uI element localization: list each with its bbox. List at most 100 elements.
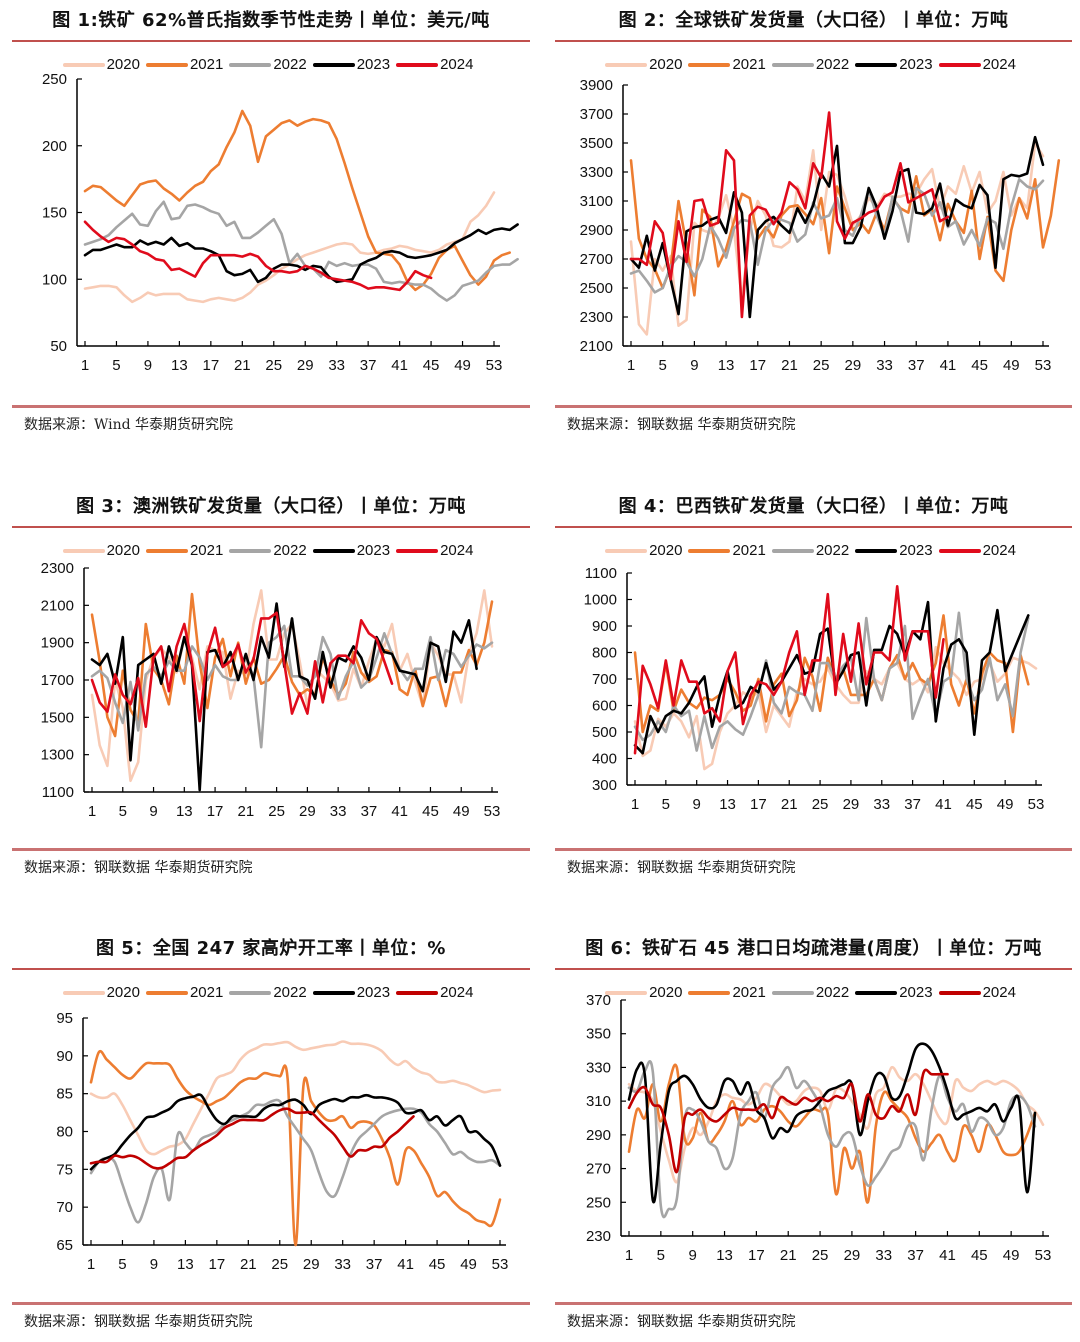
- x-tick-label: 21: [238, 803, 255, 820]
- legend-item-2021: 2021: [145, 56, 223, 73]
- y-tick-label: 350: [586, 1026, 611, 1043]
- chart-plot: 300 400 500 600 700 800 900 1000 1100 1 5 9 13 17 21 25…: [584, 565, 1045, 813]
- legend-item-2023: 2023: [312, 542, 390, 559]
- y-tick-label: 2100: [580, 338, 613, 355]
- y-tick-label: 95: [56, 1010, 73, 1027]
- legend-item-2023: 2023: [855, 56, 933, 73]
- source-note: 数据来源：钢联数据 华泰期货研究院: [24, 860, 253, 876]
- x-tick-label: 9: [150, 1256, 158, 1273]
- legend-item-2023: 2023: [312, 984, 391, 1001]
- source-divider: [12, 405, 530, 408]
- chart-panel-5: 图 5：全国 247 家高炉开工率丨单位：% 2020 2021 2022 20…: [12, 932, 530, 1342]
- x-tick-label: 49: [997, 796, 1014, 813]
- x-tick-label: 17: [209, 1256, 226, 1273]
- legend-label: 2020: [106, 984, 140, 1001]
- legend-label: 2021: [732, 56, 766, 73]
- source-divider: [555, 405, 1072, 408]
- legend-swatch: [312, 548, 355, 553]
- chart-title: 图 3：澳洲铁矿发货量（大口径）丨单位：万吨: [76, 496, 466, 517]
- x-tick-label: 41: [935, 796, 952, 813]
- title-divider: [555, 968, 1072, 970]
- x-tick-label: 41: [939, 1247, 956, 1264]
- legend-label: 2022: [273, 984, 307, 1001]
- y-tick-label: 80: [56, 1124, 73, 1141]
- legend-label: 2023: [899, 542, 933, 559]
- legend-label: 2020: [649, 542, 683, 559]
- legend-label: 2023: [356, 56, 391, 73]
- x-tick-label: 1: [81, 357, 89, 374]
- x-tick-label: 1: [625, 1247, 633, 1264]
- legend-label: 2023: [356, 984, 391, 1001]
- legend-swatch: [62, 62, 105, 67]
- x-tick-label: 29: [303, 1256, 320, 1273]
- series-line-2023: [89, 1093, 502, 1171]
- x-tick-label: 49: [453, 803, 470, 820]
- chart-legend: 2020 2021 2022 2023 2024: [12, 56, 530, 73]
- y-tick-label: 200: [42, 138, 67, 155]
- legend-swatch: [145, 62, 188, 67]
- legend-swatch: [771, 990, 814, 995]
- y-tick-label: 100: [42, 271, 67, 288]
- x-tick-label: 49: [1003, 1247, 1020, 1264]
- y-tick-label: 150: [42, 205, 67, 222]
- series-line-2024: [629, 111, 950, 319]
- y-tick-label: 290: [586, 1127, 611, 1144]
- x-tick-label: 25: [265, 357, 282, 374]
- series-line-2022: [83, 200, 519, 302]
- legend-swatch: [312, 990, 355, 995]
- y-tick-label: 900: [592, 618, 617, 635]
- legend-item-2024: 2024: [396, 984, 473, 1001]
- legend-item-2024: 2024: [938, 984, 1016, 1001]
- legend-swatch: [855, 62, 898, 67]
- legend-swatch: [938, 548, 981, 553]
- x-tick-label: 41: [397, 1256, 414, 1273]
- source-note: 数据来源：钢联数据 华泰期货研究院: [567, 417, 796, 433]
- y-tick-label: 70: [56, 1199, 73, 1216]
- legend-swatch: [396, 990, 439, 995]
- x-tick-label: 29: [845, 357, 862, 374]
- legend-label: 2022: [815, 542, 850, 559]
- x-tick-label: 13: [176, 803, 193, 820]
- y-tick-label: 2300: [580, 309, 613, 326]
- series-line-2020: [83, 191, 496, 304]
- legend-swatch: [396, 548, 439, 553]
- chart-title: 图 4：巴西铁矿发货量（大口径）丨单位：万吨: [618, 496, 1009, 517]
- x-tick-label: 29: [297, 357, 314, 374]
- x-tick-label: 1: [627, 357, 635, 374]
- x-tick-label: 1: [631, 796, 639, 813]
- legend-swatch: [688, 990, 731, 995]
- x-tick-label: 17: [749, 357, 766, 374]
- y-tick-label: 500: [592, 724, 617, 741]
- source-note: 数据来源：钢联数据 华泰期货研究院: [567, 860, 796, 876]
- x-tick-label: 33: [873, 796, 890, 813]
- y-tick-label: 600: [592, 698, 617, 715]
- x-tick-label: 21: [781, 357, 798, 374]
- legend-swatch: [688, 62, 731, 67]
- legend-swatch: [145, 548, 188, 553]
- legend-label: 2021: [189, 984, 224, 1001]
- x-tick-label: 33: [334, 1256, 351, 1273]
- legend-swatch: [771, 62, 814, 67]
- legend-swatch: [938, 990, 981, 995]
- legend-swatch: [229, 62, 272, 67]
- chart-title: 图 5：全国 247 家高炉开工率丨单位：%: [96, 938, 446, 959]
- x-tick-label: 9: [149, 803, 157, 820]
- x-tick-label: 29: [844, 1247, 861, 1264]
- legend-item-2021: 2021: [688, 56, 766, 73]
- chart-legend: 2020 2021 2022 2023 2024: [555, 542, 1072, 559]
- chart-panel-6: 图 6：铁矿石 45 港口日均疏港量(周度）丨单位：万吨 2020 2021 2…: [555, 932, 1072, 1342]
- chart-plot: 50 100 150 200 250 1 5 9 13 17 21 25 29 33 37 41 45 49 53: [42, 71, 519, 374]
- title-divider: [12, 40, 530, 42]
- series-line-2021: [83, 109, 511, 292]
- y-tick-label: 1100: [585, 565, 617, 582]
- y-tick-label: 800: [592, 645, 617, 662]
- x-tick-label: 53: [492, 1256, 509, 1273]
- title-divider: [555, 526, 1072, 528]
- chart-plot: 1100 1300 1500 1700 1900 2100 2300 1 5 9 13 17 21 25 2…: [41, 560, 501, 820]
- title-divider: [555, 40, 1072, 42]
- legend-item-2020: 2020: [62, 56, 140, 73]
- legend-item-2020: 2020: [605, 542, 682, 559]
- series-line-2024: [83, 220, 433, 292]
- legend-swatch: [771, 548, 814, 553]
- x-tick-label: 5: [112, 357, 120, 374]
